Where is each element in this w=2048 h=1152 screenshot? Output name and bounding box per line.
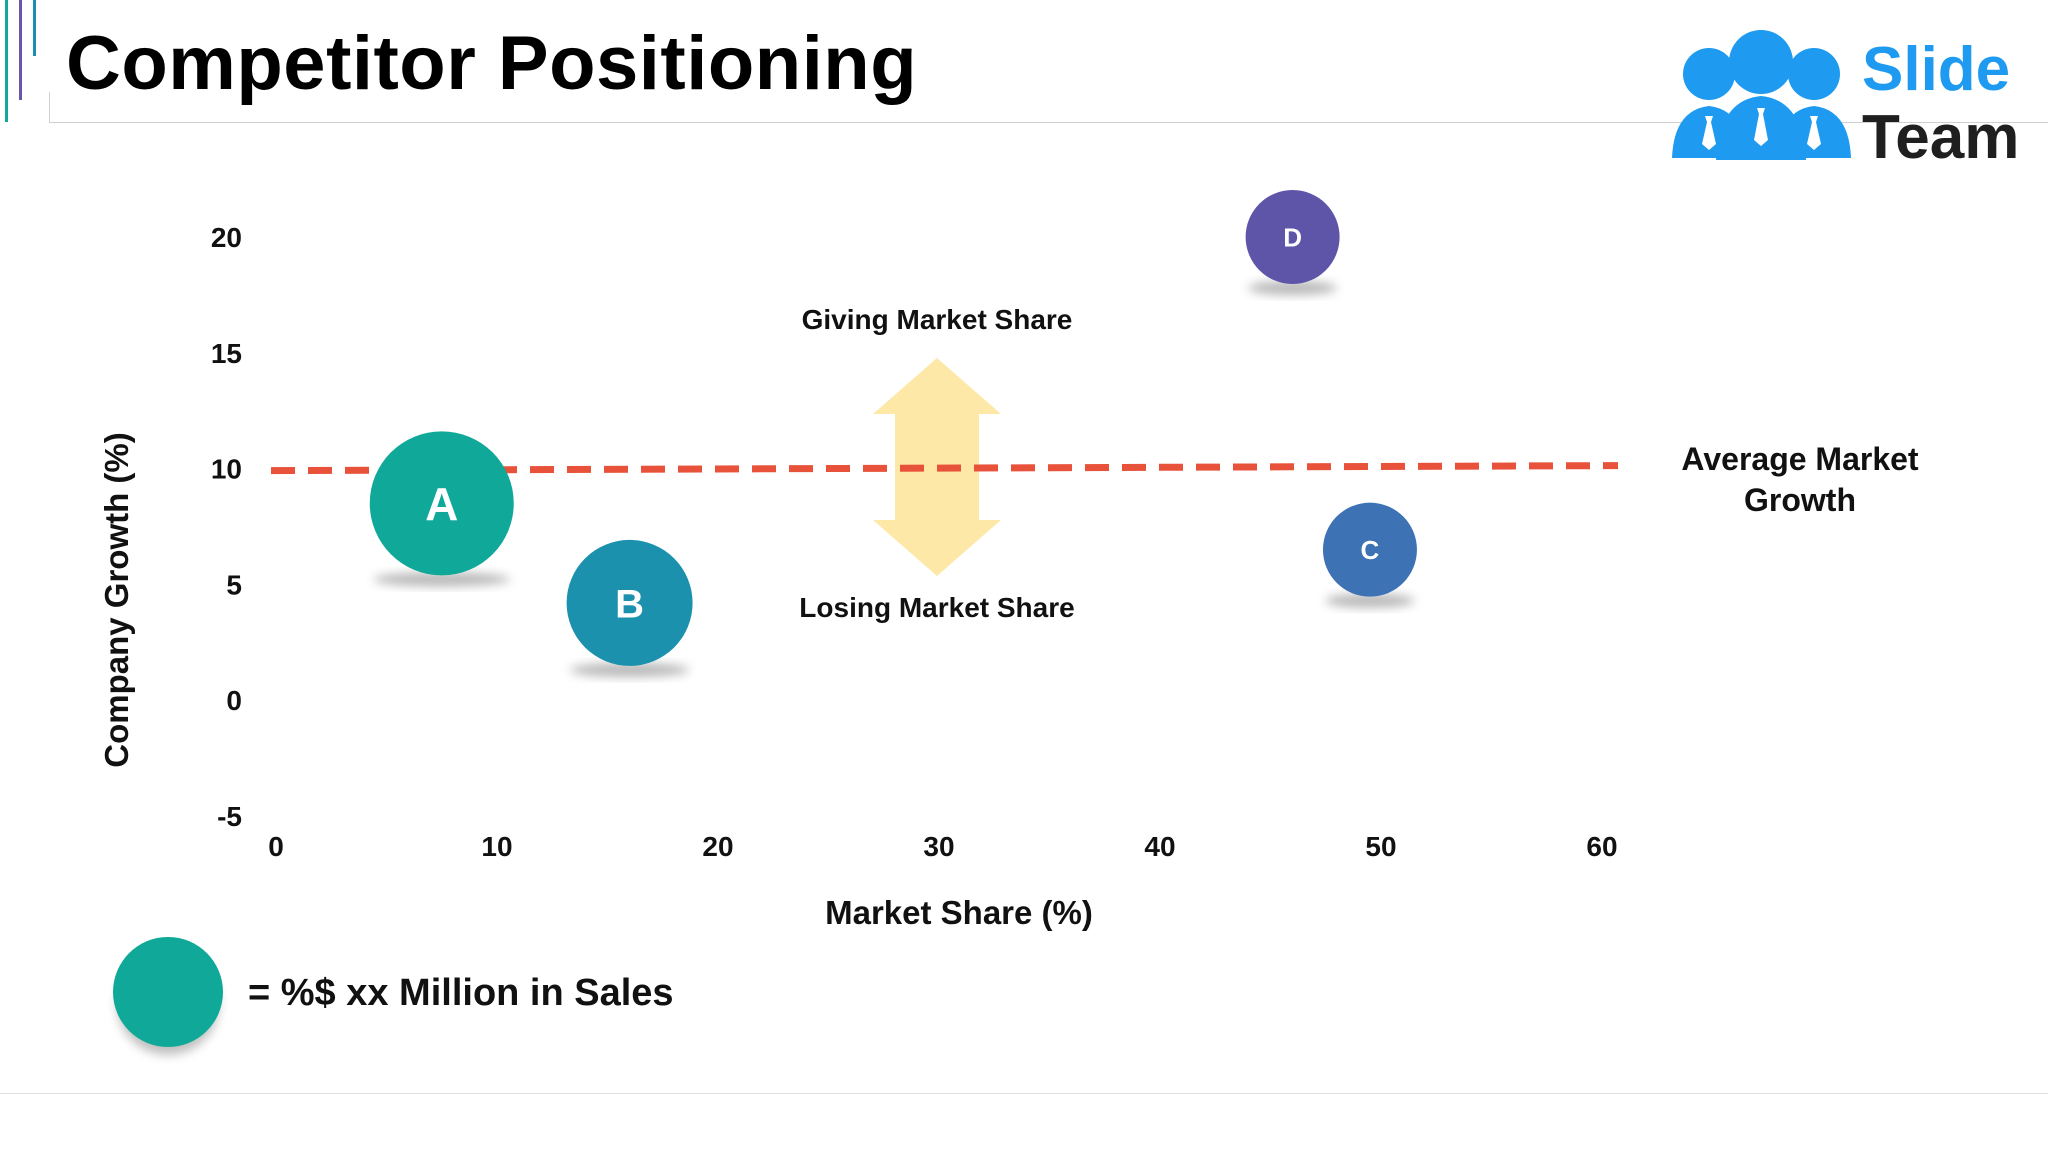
y-tick-label: 20 (211, 222, 242, 253)
title-divider (49, 92, 50, 122)
bubble-c: C (1322, 502, 1417, 608)
x-tick-label: 60 (1586, 831, 1617, 862)
y-tick-label: 10 (211, 454, 242, 485)
x-tick-label: 40 (1144, 831, 1175, 862)
y-axis-title: Company Growth (%) (98, 432, 135, 768)
legend-text: = %$ xx Million in Sales (248, 972, 674, 1014)
bubble-shadow (569, 662, 690, 677)
x-tick-label: 30 (923, 831, 954, 862)
logo-wordmark-slide: Slide (1862, 35, 2011, 104)
y-tick-label: 0 (226, 685, 242, 716)
bubble-d: D (1245, 190, 1340, 295)
title-accent-bar (19, 0, 22, 100)
losing-market-share-label: Losing Market Share (799, 592, 1074, 623)
bubble-label: B (615, 582, 644, 626)
bubble-circle (1245, 190, 1340, 284)
bubble-circle (1322, 502, 1417, 597)
bubble-label: D (1283, 222, 1302, 252)
logo-wordmark-team: Team (1862, 103, 2020, 172)
people-icon (1672, 30, 1851, 160)
slideteam-logo: Slide Team (1664, 28, 2024, 172)
legend-bubble (113, 937, 223, 1047)
x-tick-label: 20 (702, 831, 733, 862)
bubble-shadow (1247, 281, 1338, 295)
giving-market-share-label: Giving Market Share (802, 304, 1073, 335)
x-tick-label: 10 (481, 831, 512, 862)
y-tick-label: -5 (217, 801, 242, 832)
title-divider (49, 122, 2048, 123)
bubble-circle (566, 539, 693, 666)
average-market-growth-label-line: Average Market (1681, 441, 1919, 477)
y-tick-label: 5 (226, 569, 242, 600)
footer-divider (0, 1093, 2048, 1094)
bubble-a: A (369, 431, 514, 587)
bubble-b: B (566, 539, 693, 677)
slide-title: Competitor Positioning (66, 21, 918, 106)
x-tick-label: 50 (1365, 831, 1396, 862)
title-accent-bar (5, 0, 8, 122)
bubble-shadow (1325, 593, 1415, 608)
y-tick-label: 15 (211, 338, 242, 369)
title-accent-bar (33, 0, 36, 56)
average-market-growth-label-line: Growth (1744, 482, 1856, 518)
x-axis-title: Market Share (%) (825, 894, 1093, 931)
bubble-circle (369, 431, 514, 576)
x-tick-label: 0 (268, 831, 284, 862)
bubble-label: C (1361, 535, 1380, 565)
average-market-growth-label: Average Market Growth (1681, 441, 1919, 518)
bubble-shadow (373, 572, 511, 587)
bubble-label: A (425, 478, 458, 530)
